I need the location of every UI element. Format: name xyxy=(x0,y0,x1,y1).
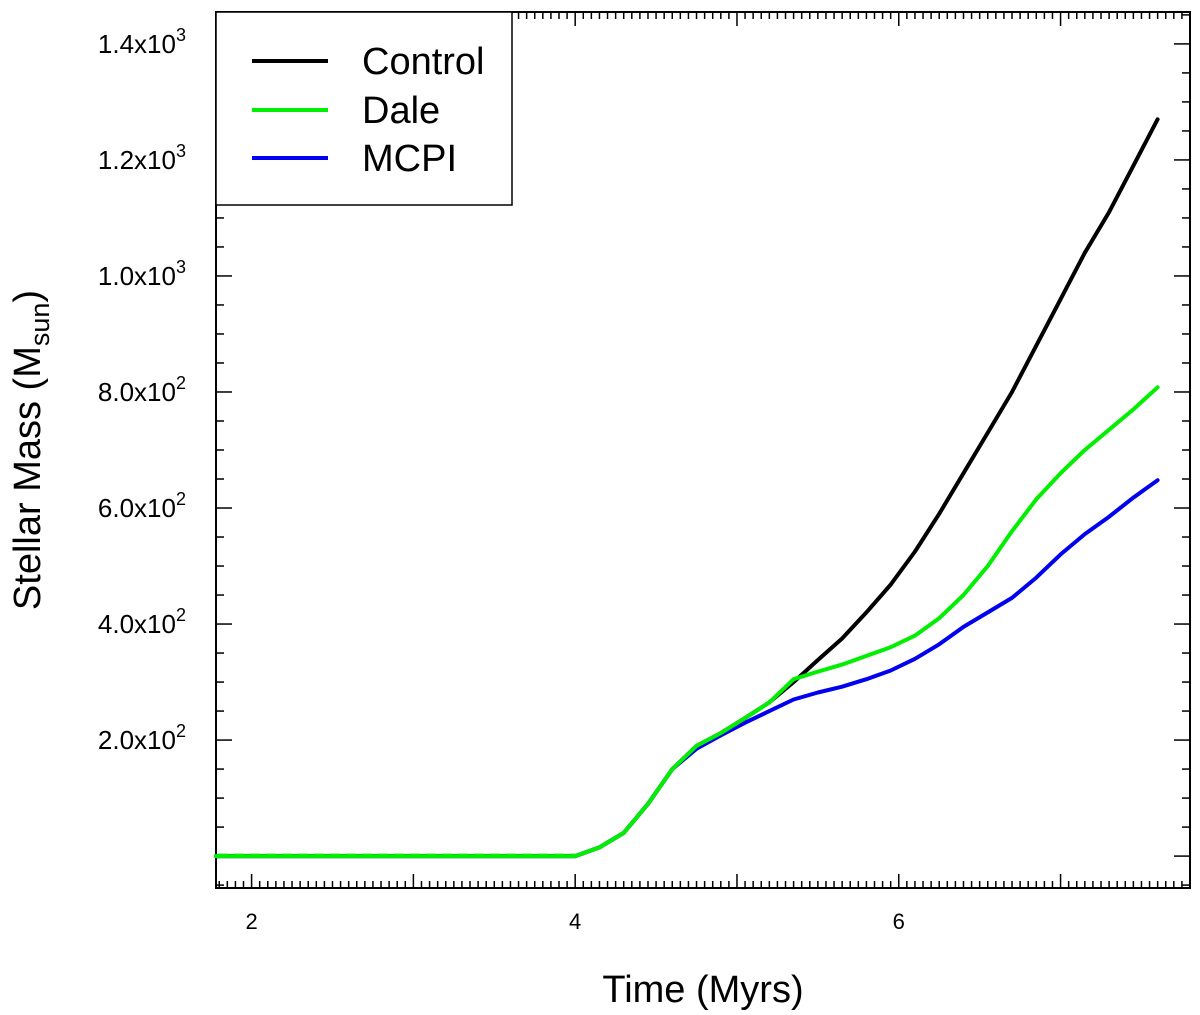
y-axis-label-subscript: sun xyxy=(25,303,55,347)
y-tick-exponent: 3 xyxy=(176,257,186,277)
y-tick-label: 4.0x102 xyxy=(98,605,186,639)
y-tick-label: 8.0x102 xyxy=(98,373,186,407)
y-tick-exponent: 2 xyxy=(176,721,186,741)
y-tick-mantissa: 2.0x10 xyxy=(98,725,176,755)
x-tick-label: 4 xyxy=(569,909,581,934)
y-tick-label: 1.2x103 xyxy=(98,141,186,175)
x-tick-labels: 2 4 6 xyxy=(245,909,904,934)
y-tick-mantissa: 6.0x10 xyxy=(98,493,176,523)
y-tick-label: 2.0x102 xyxy=(98,721,186,755)
x-tick-label: 2 xyxy=(245,909,257,934)
legend-label-control: Control xyxy=(362,41,485,83)
y-tick-exponent: 3 xyxy=(176,25,186,45)
y-tick-mantissa: 1.4x10 xyxy=(98,29,176,59)
y-tick-label: 1.0x103 xyxy=(98,257,186,291)
y-tick-exponent: 2 xyxy=(176,489,186,509)
y-tick-label: 1.4x103 xyxy=(98,25,186,59)
y-axis-label-close: ) xyxy=(7,290,49,303)
y-axis-label-main: Stellar Mass (M xyxy=(7,346,49,610)
x-axis-label: Time (Myrs) xyxy=(602,969,803,1011)
y-tick-exponent: 2 xyxy=(176,373,186,393)
x-tick-label: 6 xyxy=(893,909,905,934)
y-tick-labels: 2.0x1024.0x1026.0x1028.0x1021.0x1031.2x1… xyxy=(98,25,186,755)
y-tick-label: 6.0x102 xyxy=(98,489,186,523)
y-tick-exponent: 2 xyxy=(176,605,186,625)
y-axis-label: Stellar Mass (Msun) xyxy=(7,290,55,610)
series-line-dale xyxy=(214,385,1160,859)
series-lines xyxy=(214,117,1160,859)
y-tick-mantissa: 1.0x10 xyxy=(98,261,176,291)
y-tick-mantissa: 1.2x10 xyxy=(98,145,176,175)
legend: Control Dale MCPI xyxy=(215,11,513,206)
y-tick-exponent: 3 xyxy=(176,141,186,161)
y-tick-mantissa: 4.0x10 xyxy=(98,609,176,639)
legend-label-mcpi: MCPI xyxy=(362,138,457,180)
y-tick-mantissa: 8.0x10 xyxy=(98,377,176,407)
legend-label-dale: Dale xyxy=(362,90,440,132)
